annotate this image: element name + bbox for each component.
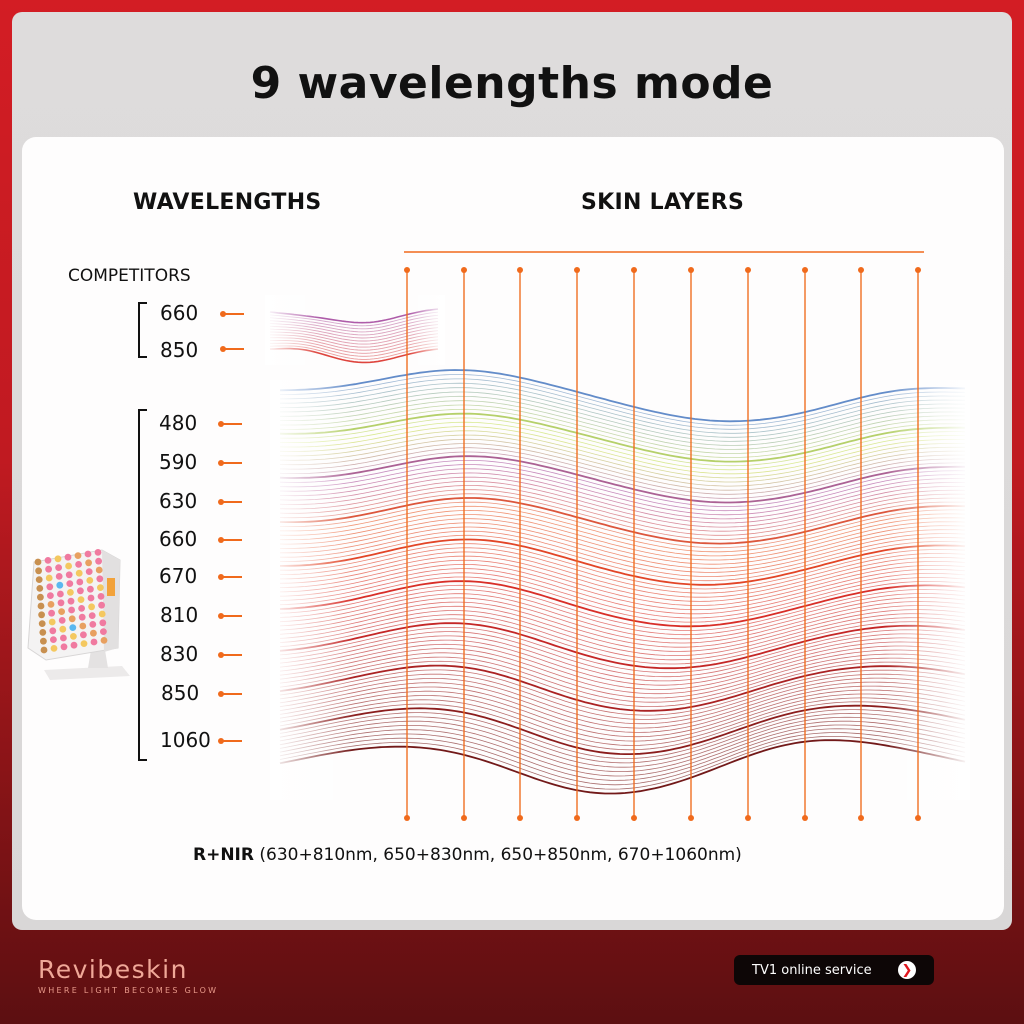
product-bracket	[138, 409, 147, 761]
page-title: 9 wavelengths mode	[250, 58, 774, 109]
competitor-wavelength-660: 660	[160, 301, 199, 325]
chevron-right-icon: ❯	[898, 961, 916, 979]
wavelength-830: 830	[160, 642, 199, 666]
brand-logo: Revibeskin WHERE LIGHT BECOMES GLOW	[38, 955, 218, 995]
competitors-label: COMPETITORS	[68, 266, 191, 286]
wavelength-660-marker	[218, 537, 242, 543]
wavelength-590-marker	[218, 460, 242, 466]
brand-name: Revibeskin	[38, 955, 188, 984]
rnir-combinations-note: R+NIR (630+810nm, 650+830nm, 650+850nm, …	[193, 845, 742, 865]
wavelength-670-marker	[218, 574, 242, 580]
wavelength-670: 670	[159, 564, 198, 588]
wavelength-810: 810	[160, 603, 199, 627]
wavelength-850: 850	[161, 681, 200, 705]
wavelengths-header: WAVELENGTHS	[133, 190, 322, 215]
skin-layers-header: SKIN LAYERS	[581, 190, 745, 215]
competitor-660-marker	[220, 311, 244, 317]
wavelength-630-marker	[218, 499, 242, 505]
rnir-combos: (630+810nm, 650+830nm, 650+850nm, 670+10…	[259, 845, 742, 865]
wavelength-850-marker	[218, 691, 242, 697]
skin-layer-markers	[404, 251, 924, 821]
wavelength-630: 630	[159, 489, 198, 513]
wavelength-1060-marker	[218, 738, 242, 744]
online-service-button[interactable]: TV1 online service ❯	[734, 955, 934, 985]
wavelength-590: 590	[159, 450, 198, 474]
wavelength-810-marker	[218, 613, 242, 619]
light-therapy-device-icon	[27, 549, 130, 680]
competitors-bracket	[138, 302, 147, 358]
wavelength-660: 660	[159, 527, 198, 551]
wavelength-1060: 1060	[160, 728, 211, 752]
wavelength-480: 480	[159, 411, 198, 435]
wave-fade-mask	[270, 380, 970, 800]
competitor-fade-mask	[265, 295, 445, 365]
online-service-label: TV1 online service	[752, 962, 872, 978]
competitor-850-marker	[220, 346, 244, 352]
rnir-prefix: R+NIR	[193, 845, 254, 865]
competitor-wavelength-850: 850	[160, 338, 199, 362]
wavelength-830-marker	[218, 652, 242, 658]
brand-tagline: WHERE LIGHT BECOMES GLOW	[38, 986, 219, 995]
wavelength-480-marker	[218, 421, 242, 427]
